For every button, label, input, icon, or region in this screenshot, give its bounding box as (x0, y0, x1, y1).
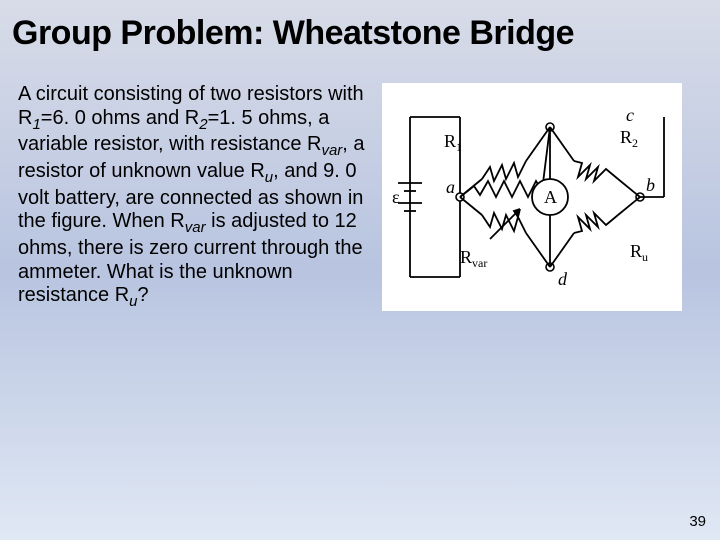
circuit-figure: ε R1 R2 Rvar Ru A a b c d (382, 83, 682, 311)
label-Rvar: Rvar (460, 247, 487, 270)
page-number: 39 (689, 513, 706, 530)
slide-title: Group Problem: Wheatstone Bridge (0, 0, 720, 53)
label-A: A (544, 187, 557, 207)
label-c: c (626, 105, 634, 125)
text-seg: =6. 0 ohms and R (41, 107, 199, 129)
label-a: a (446, 177, 455, 197)
sub-u: u (129, 293, 137, 310)
content-area: A circuit consisting of two resistors wi… (0, 53, 720, 311)
label-b: b (646, 175, 655, 195)
text-seg: ? (138, 284, 149, 306)
circuit-svg: ε R1 R2 Rvar Ru A a b c d (382, 83, 682, 311)
sub-var: var (321, 142, 342, 159)
label-d: d (558, 269, 568, 289)
sub-1: 1 (32, 116, 40, 133)
label-R2: R2 (620, 127, 638, 150)
problem-text: A circuit consisting of two resistors wi… (18, 83, 368, 311)
sub-var: var (185, 219, 206, 236)
sub-u: u (265, 169, 273, 186)
sub-2: 2 (199, 116, 207, 133)
label-Ru: Ru (630, 241, 648, 264)
label-eps: ε (392, 187, 400, 207)
